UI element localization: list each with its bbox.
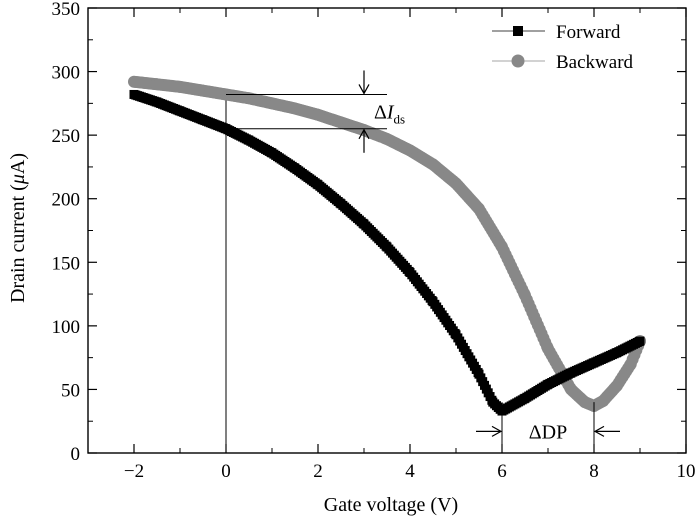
series-forward: [129, 89, 645, 416]
x-tick-label: 2: [313, 461, 323, 482]
x-tick-label: 10: [677, 461, 696, 482]
y-tick-label: 50: [61, 380, 80, 401]
legend: Forward Backward: [492, 22, 634, 73]
y-tick-label: 300: [52, 63, 81, 84]
y-tick-label: 250: [52, 126, 81, 147]
legend-item-backward: Backward: [492, 52, 634, 73]
y-axis-label: Drain current (μA): [7, 153, 29, 303]
series-backward: [128, 75, 646, 412]
data-series: [128, 75, 646, 416]
axes: −2 0 2 4 6 8 10 0 50 100 150 200 250 300 350: [52, 0, 696, 482]
delta-ids-arrowhead-down: [358, 84, 370, 95]
point-forward: [635, 336, 645, 346]
x-axis-label: Gate voltage (V): [324, 494, 458, 516]
x-axis-ticks: −2 0 2 4 6 8 10: [87, 8, 696, 482]
y-tick-label: 0: [71, 444, 81, 465]
delta-dp-arrowhead-right: [491, 425, 503, 437]
y-tick-label: 200: [52, 190, 81, 211]
x-tick-label: −2: [124, 461, 144, 482]
x-tick-label: 8: [589, 461, 599, 482]
annotations: ΔIds ΔDP: [226, 70, 620, 453]
legend-label-forward: Forward: [556, 22, 621, 43]
x-tick-label: 0: [221, 461, 231, 482]
plot-frame: [87, 7, 687, 454]
y-axis-ticks: 0 50 100 150 200 250 300 350: [52, 0, 686, 465]
legend-item-forward: Forward: [492, 22, 621, 43]
delta-dp-arrowhead-left: [593, 425, 605, 437]
delta-dp-label: ΔDP: [529, 421, 567, 443]
y-tick-label: 350: [52, 0, 81, 20]
delta-ids-arrowhead-up: [358, 128, 370, 140]
legend-marker-forward: [513, 26, 523, 36]
y-tick-label: 100: [52, 317, 81, 338]
delta-ids-label: ΔIds: [374, 102, 405, 127]
x-tick-label: 4: [405, 461, 415, 482]
legend-label-backward: Backward: [556, 52, 634, 73]
y-tick-label: 150: [52, 253, 81, 274]
x-tick-label: 6: [497, 461, 507, 482]
legend-marker-backward: [511, 54, 525, 68]
